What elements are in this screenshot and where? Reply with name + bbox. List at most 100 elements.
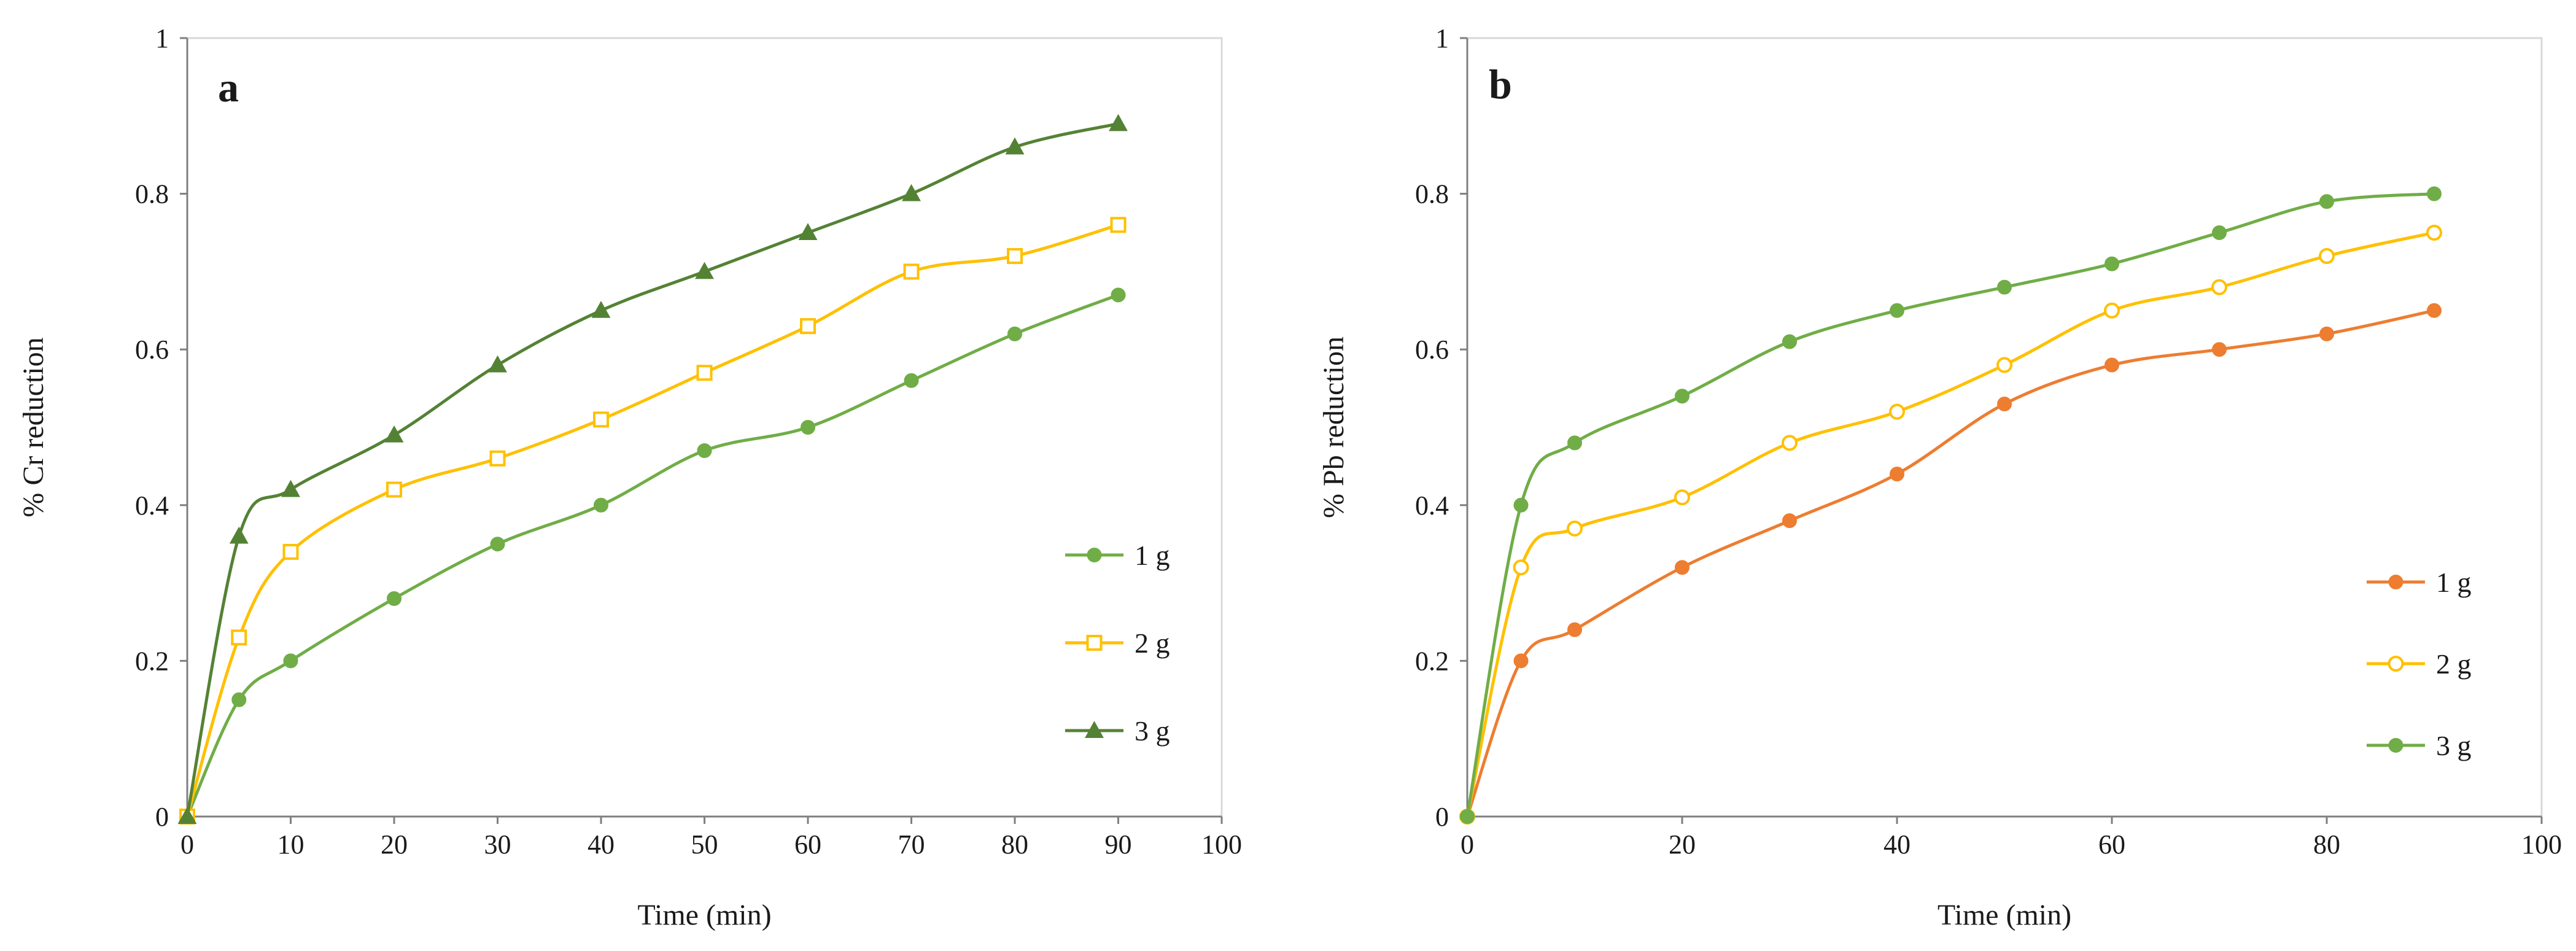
panel-b-data-point: [1996, 357, 2012, 373]
panel-b-data-point: [1782, 513, 1797, 529]
panel-a-x-tick-label: 0: [180, 829, 194, 860]
panel-b-data-point: [1513, 559, 1529, 576]
panel-a-x-tick-label: 20: [381, 829, 408, 860]
panel-a-y-tick-label: 0: [155, 802, 169, 832]
panel-b-x-tick-label: 0: [1461, 829, 1474, 860]
panel-b-data-point: [2212, 342, 2227, 357]
panel-a-x-tick-label: 80: [1001, 829, 1028, 860]
panel-b-data-point: [1782, 435, 1798, 451]
panel-a-data-point: [229, 526, 249, 544]
panel-a-data-point: [798, 223, 818, 240]
panel-b-y-tick-label: 0.8: [1415, 179, 1449, 209]
panel-b-data-point: [1567, 520, 1583, 537]
panel-b-data-point: [2427, 303, 2442, 318]
panel-a-data-point: [1007, 326, 1022, 341]
panel-a-legend-marker: [1085, 721, 1104, 738]
panel-b-y-axis-title: % Pb reduction: [1317, 336, 1350, 518]
panel-b-legend-label: 1 g: [2436, 567, 2472, 598]
panel-b-y-tick-label: 0: [1435, 802, 1449, 832]
panel-b-data-point: [1567, 622, 1582, 637]
panel-a-data-point: [1007, 248, 1023, 265]
panel-a-data-point: [490, 537, 505, 552]
panel-a-x-axis-title: Time (min): [637, 899, 771, 931]
panel-b-legend-marker: [2388, 575, 2403, 589]
panel-b-data-point: [1890, 467, 1904, 482]
panel-a-x-tick-label: 60: [794, 829, 821, 860]
panel-b-data-point: [1513, 497, 1529, 513]
panel-b-data-point: [1889, 403, 1905, 420]
panel-a-data-point: [281, 479, 300, 497]
panel-a-data-point: [282, 543, 299, 560]
panel-a-legend-label: 3 g: [1135, 715, 1170, 747]
panel-b-data-point: [2105, 256, 2119, 271]
panel-a-data-point: [1110, 217, 1127, 233]
panel-b-legend-marker: [2388, 738, 2403, 753]
panel-b-y-tick-label: 0.2: [1415, 646, 1449, 676]
panel-a-y-tick-label: 0.2: [135, 646, 169, 676]
panel-a-y-tick-label: 0.4: [135, 491, 169, 521]
panel-a-data-point: [1111, 287, 1126, 303]
panel-b-data-point: [2319, 248, 2335, 265]
panel-a-x-tick-label: 50: [691, 829, 718, 860]
panel-b-data-point: [1997, 396, 2012, 411]
panel-b-x-axis-title: Time (min): [1938, 899, 2071, 931]
panel-b-data-point: [2426, 225, 2442, 241]
panel-b-legend-item: 3 g: [2367, 730, 2472, 761]
panel-b-data-point: [1513, 653, 1529, 669]
panel-a-data-point: [1109, 114, 1128, 131]
panel-b-data-point: [1782, 334, 1797, 349]
panel-a-y-tick-label: 0.6: [135, 335, 169, 365]
panel-b-y-tick-label: 1: [1435, 23, 1449, 53]
panel-a-x-tick-label: 70: [898, 829, 925, 860]
panel-a-legend-item: 1 g: [1065, 540, 1170, 571]
panel-a-x-tick-label: 100: [1201, 829, 1242, 860]
panel-b-x-tick-label: 60: [2098, 829, 2125, 860]
panel-a-data-point: [177, 807, 197, 824]
panel-b-x-tick-label: 40: [1884, 829, 1911, 860]
panel-a-label: a: [218, 64, 239, 111]
panel-b-y-tick-label: 0.4: [1415, 491, 1449, 521]
panel-b-data-point: [2212, 225, 2227, 240]
panel-b-data-point: [2211, 279, 2227, 295]
panel-b-data-point: [1460, 809, 1475, 824]
panel-b-legend-item: 1 g: [2367, 567, 2472, 598]
panel-b-legend-item: 2 g: [2367, 648, 2472, 680]
panel-b-series-line: [1465, 192, 2436, 818]
panel-b-x-tick-label: 20: [1669, 829, 1696, 860]
panel-a-y-tick-label: 1: [155, 23, 169, 53]
panel-b-data-point: [2104, 302, 2120, 319]
panel-a-y-axis-title: % Cr reduction: [17, 337, 50, 517]
panel-b-series-line: [1465, 231, 2436, 818]
panel-a-data-point: [591, 300, 611, 318]
panel-b-legend-label: 2 g: [2436, 648, 2472, 680]
panel-a-data-point: [488, 355, 507, 373]
panel-b-x-tick-label: 80: [2313, 829, 2340, 860]
panel-a-data-point: [904, 373, 919, 388]
panel-b-data-point: [1567, 435, 1582, 451]
panel-a: 00.20.40.60.810 10 20 30 40 50 60 70 80 90 100Time…: [17, 23, 1242, 931]
panel-a-series-1: [180, 287, 1126, 824]
panel-a-data-point: [489, 450, 506, 467]
panel-b-data-point: [1675, 560, 1690, 575]
panel-a-x-tick-label: 40: [588, 829, 615, 860]
panel-a-legend-label: 2 g: [1135, 627, 1170, 659]
panel-a-legend-label: 1 g: [1135, 540, 1170, 571]
panel-b-legend-marker: [2388, 656, 2404, 672]
panel-a-data-point: [800, 318, 816, 335]
panel-b-data-point: [1674, 489, 1690, 506]
panel-a-data-point: [231, 629, 247, 646]
panel-b-y-tick-label: 0.6: [1415, 335, 1449, 365]
panel-a-y-tick-label: 0.8: [135, 179, 169, 209]
panel-a-data-point: [231, 692, 247, 707]
panel-a-data-point: [386, 481, 402, 498]
panel-a-data-point: [695, 262, 714, 279]
panel-a-legend-item: 2 g: [1065, 627, 1170, 659]
panel-a-legend-marker: [1086, 635, 1103, 651]
panel-b-legend-label: 3 g: [2436, 730, 2472, 761]
panel-a-data-point: [387, 591, 402, 606]
panel-a-data-point: [1005, 137, 1025, 155]
panel-a-x-tick-label: 30: [484, 829, 511, 860]
